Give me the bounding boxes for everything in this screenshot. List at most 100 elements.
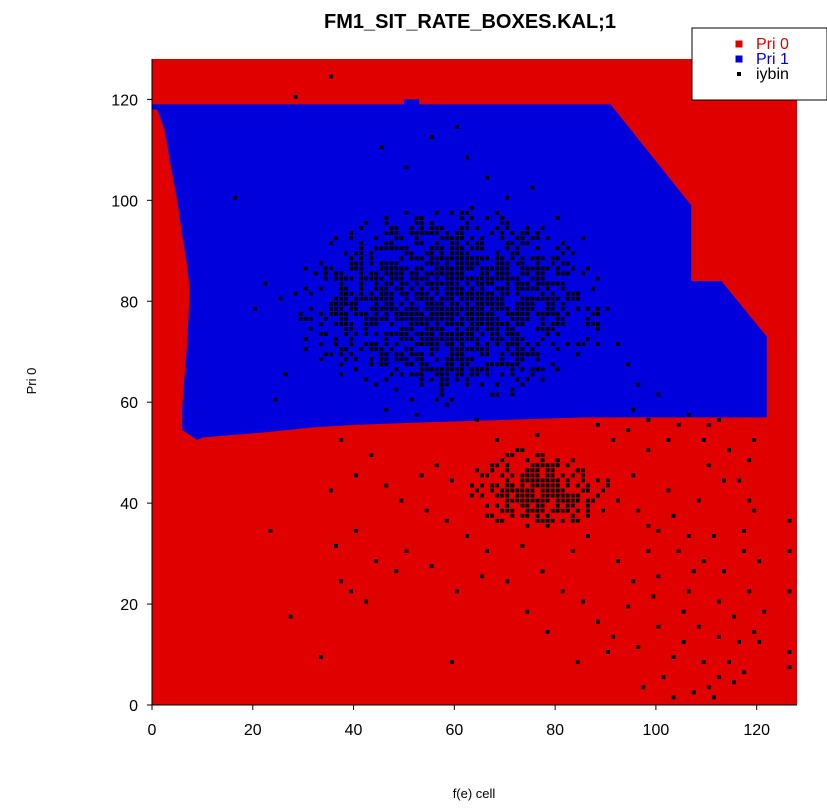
iybin-point	[394, 271, 399, 276]
iybin-point	[495, 327, 500, 331]
iybin-point	[490, 311, 495, 316]
iybin-point	[470, 261, 474, 266]
iybin-point	[480, 236, 484, 241]
iybin-point	[419, 256, 424, 261]
x-tick-label: 60	[445, 722, 463, 739]
iybin-point	[535, 327, 540, 331]
iybin-point	[495, 226, 500, 230]
iybin-point	[480, 367, 484, 372]
iybin-point	[404, 296, 409, 301]
iybin-point	[334, 276, 338, 281]
iybin-point	[525, 266, 530, 271]
iybin-point	[334, 544, 338, 548]
iybin-point	[470, 322, 474, 326]
iybin-point	[434, 347, 439, 352]
iybin-point	[611, 438, 615, 442]
iybin-point	[475, 488, 479, 493]
iybin-point	[525, 281, 530, 286]
iybin-point	[339, 296, 343, 301]
iybin-point	[475, 342, 479, 347]
iybin-point	[404, 165, 409, 170]
iybin-point	[303, 347, 308, 352]
iybin-point	[490, 337, 495, 342]
iybin-point	[444, 256, 449, 261]
iybin-point	[434, 286, 439, 291]
iybin-point	[515, 322, 520, 326]
iybin-point	[369, 256, 374, 261]
iybin-point	[490, 392, 495, 397]
iybin-point	[349, 291, 353, 296]
iybin-point	[374, 342, 379, 347]
iybin-point	[555, 256, 560, 261]
iybin-point	[449, 357, 454, 362]
iybin-point	[339, 316, 343, 321]
iybin-point	[671, 655, 676, 659]
iybin-point	[495, 438, 500, 442]
iybin-point	[339, 352, 343, 357]
iybin-point	[520, 503, 525, 508]
iybin-point	[454, 352, 459, 357]
iybin-point	[535, 281, 540, 286]
iybin-point	[399, 311, 404, 316]
iybin-point	[585, 322, 590, 326]
iybin-point	[429, 246, 434, 251]
iybin-point	[525, 271, 530, 276]
iybin-point	[480, 322, 484, 326]
iybin-point	[475, 261, 479, 266]
iybin-point	[676, 422, 681, 427]
iybin-point	[344, 327, 348, 331]
iybin-point	[716, 599, 721, 604]
iybin-point	[384, 231, 389, 236]
iybin-point	[414, 236, 419, 241]
legend-label: Pri 1	[756, 51, 789, 68]
iybin-point	[545, 483, 550, 488]
iybin-point	[787, 549, 792, 553]
iybin-point	[449, 251, 454, 256]
iybin-point	[590, 311, 595, 316]
iybin-point	[268, 528, 273, 533]
iybin-point	[369, 261, 374, 266]
iybin-point	[505, 498, 510, 503]
iybin-point	[339, 579, 343, 584]
iybin-point	[424, 508, 429, 513]
iybin-point	[399, 236, 404, 241]
iybin-point	[379, 316, 384, 321]
iybin-point	[399, 357, 404, 362]
iybin-point	[515, 357, 520, 362]
iybin-point	[485, 271, 490, 276]
iybin-point	[439, 301, 444, 306]
iybin-point	[565, 271, 570, 276]
iybin-point	[570, 266, 575, 271]
iybin-point	[404, 362, 409, 367]
iybin-point	[444, 337, 449, 342]
iybin-point	[590, 498, 595, 503]
iybin-point	[369, 357, 374, 362]
iybin-point	[434, 291, 439, 296]
iybin-point	[429, 316, 434, 321]
iybin-point	[429, 564, 434, 569]
iybin-point	[434, 301, 439, 306]
iybin-point	[470, 266, 474, 271]
iybin-point	[480, 276, 484, 281]
iybin-point	[505, 332, 510, 336]
iybin-point	[359, 296, 364, 301]
iybin-point	[339, 286, 343, 291]
iybin-point	[580, 271, 585, 276]
iybin-point	[570, 518, 575, 523]
iybin-point	[449, 311, 454, 316]
iybin-point	[323, 271, 328, 276]
iybin-point	[459, 342, 464, 347]
iybin-point	[449, 397, 454, 402]
iybin-point	[530, 367, 535, 372]
iybin-point	[349, 261, 353, 266]
iybin-point	[419, 316, 424, 321]
iybin-point	[318, 332, 323, 336]
iybin-point	[596, 478, 600, 483]
iybin-point	[429, 261, 434, 266]
iybin-point	[540, 256, 545, 261]
iybin-point	[500, 322, 505, 326]
y-axis-label: Pri 0	[24, 368, 39, 395]
iybin-point	[379, 291, 384, 296]
iybin-point	[500, 518, 505, 523]
iybin-point	[656, 392, 661, 397]
